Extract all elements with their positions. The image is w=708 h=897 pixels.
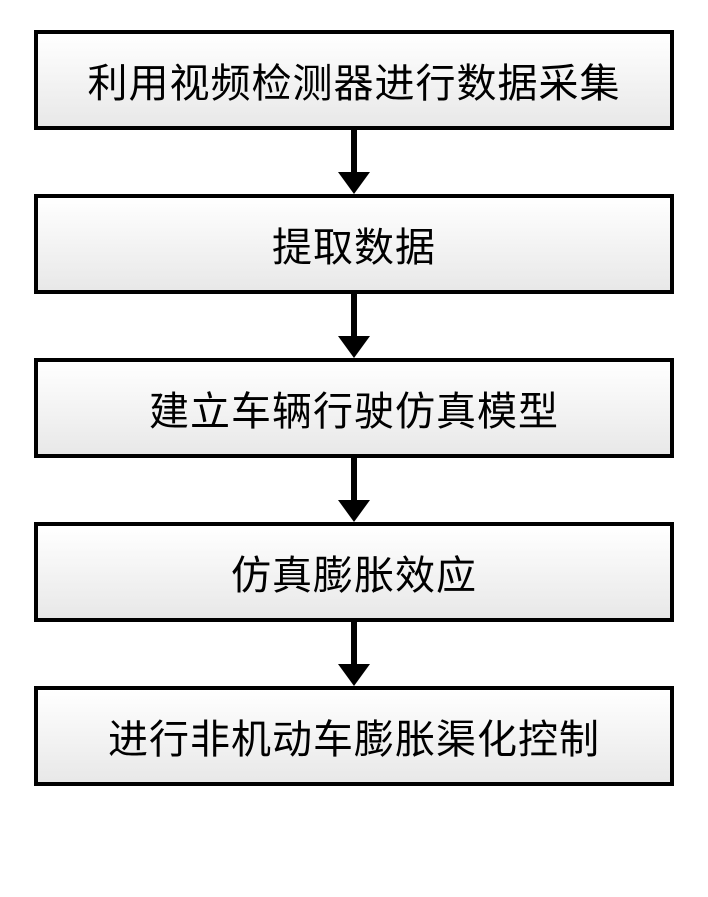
arrow-1 xyxy=(338,130,370,194)
flow-node-3-label: 建立车辆行驶仿真模型 xyxy=(149,379,559,437)
arrow-shaft-icon xyxy=(351,130,357,172)
flow-node-4-label: 仿真膨胀效应 xyxy=(231,543,477,601)
arrow-2 xyxy=(338,294,370,358)
arrow-shaft-icon xyxy=(351,458,357,500)
arrow-head-icon xyxy=(338,500,370,522)
flow-node-5-label: 进行非机动车膨胀渠化控制 xyxy=(108,707,600,765)
arrow-shaft-icon xyxy=(351,622,357,664)
flowchart-container: 利用视频检测器进行数据采集 提取数据 建立车辆行驶仿真模型 仿真膨胀效应 进行非… xyxy=(0,0,708,786)
flow-node-1-label: 利用视频检测器进行数据采集 xyxy=(88,51,621,109)
flow-node-2: 提取数据 xyxy=(34,194,674,294)
arrow-3 xyxy=(338,458,370,522)
flow-node-4: 仿真膨胀效应 xyxy=(34,522,674,622)
arrow-shaft-icon xyxy=(351,294,357,336)
flow-node-1: 利用视频检测器进行数据采集 xyxy=(34,30,674,130)
flow-node-3: 建立车辆行驶仿真模型 xyxy=(34,358,674,458)
arrow-head-icon xyxy=(338,172,370,194)
arrow-4 xyxy=(338,622,370,686)
flow-node-5: 进行非机动车膨胀渠化控制 xyxy=(34,686,674,786)
arrow-head-icon xyxy=(338,664,370,686)
flow-node-2-label: 提取数据 xyxy=(272,215,436,273)
arrow-head-icon xyxy=(338,336,370,358)
